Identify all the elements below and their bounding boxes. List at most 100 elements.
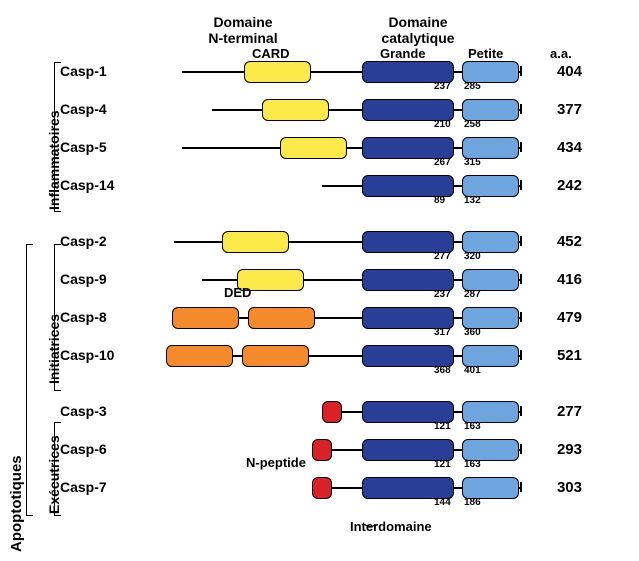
aa-count: 416 bbox=[522, 271, 582, 288]
header-nterm: Domaine N-terminal bbox=[158, 14, 328, 46]
caspase-name: Casp-14 bbox=[60, 177, 152, 193]
large-subunit bbox=[362, 231, 454, 253]
large-subunit bbox=[362, 307, 454, 329]
caspase-name: Casp-2 bbox=[60, 233, 152, 249]
large-subunit bbox=[362, 269, 454, 291]
large-subunit bbox=[362, 401, 454, 423]
large-subunit bbox=[362, 61, 454, 83]
cleavage-pos-2: 401 bbox=[464, 365, 481, 376]
aa-count: 277 bbox=[522, 403, 582, 420]
bracket-initiator bbox=[54, 244, 61, 391]
structure-track: 368 401 bbox=[152, 336, 522, 374]
small-subunit bbox=[462, 401, 519, 423]
row-casp-4: Casp-4210258377 bbox=[60, 90, 639, 128]
cleavage-pos-2: 186 bbox=[464, 497, 481, 508]
aa-count: 377 bbox=[522, 101, 582, 118]
structure-track: 89 132 bbox=[152, 166, 522, 204]
caspase-name: Casp-6 bbox=[60, 441, 152, 457]
caspase-name: Casp-9 bbox=[60, 271, 152, 287]
sidelabel-apoptotic: Apoptotiques bbox=[8, 455, 25, 552]
card-domain bbox=[222, 231, 289, 253]
large-subunit bbox=[362, 137, 454, 159]
ded-domain bbox=[166, 345, 233, 367]
structure-track: 267315 bbox=[152, 128, 522, 166]
card-domain bbox=[244, 61, 311, 83]
small-subunit bbox=[462, 269, 519, 291]
header-catalytic: Domaine catalytique bbox=[328, 14, 508, 46]
aa-count: 293 bbox=[522, 441, 582, 458]
large-subunit bbox=[362, 99, 454, 121]
bracket-inflammatory bbox=[54, 62, 61, 212]
interdomain-label: Interdomaine bbox=[350, 519, 432, 534]
ded-domain bbox=[242, 345, 309, 367]
petite-label: Petite bbox=[468, 46, 503, 61]
ded-domain bbox=[248, 307, 315, 329]
aa-count: 479 bbox=[522, 309, 582, 326]
npep-domain bbox=[322, 401, 342, 423]
structure-track: 237287 bbox=[152, 260, 522, 298]
caspase-name: Casp-1 bbox=[60, 63, 152, 79]
row-casp-10: Casp-10 368 401 521 bbox=[60, 336, 639, 374]
cleavage-pos-2: 132 bbox=[464, 195, 481, 206]
large-subunit bbox=[362, 345, 454, 367]
ded-label: DED bbox=[224, 285, 251, 300]
small-subunit bbox=[462, 477, 519, 499]
row-casp-14: Casp-14 89 132 242 bbox=[60, 166, 639, 204]
card-label: CARD bbox=[252, 46, 290, 61]
small-subunit bbox=[462, 307, 519, 329]
aa-count: 303 bbox=[522, 479, 582, 496]
column-headers: Domaine N-terminal Domaine catalytique bbox=[60, 14, 639, 46]
structure-track: 277320 bbox=[152, 222, 522, 260]
small-subunit bbox=[462, 61, 519, 83]
small-subunit bbox=[462, 345, 519, 367]
aa-count: 521 bbox=[522, 347, 582, 364]
caspase-name: Casp-8 bbox=[60, 309, 152, 325]
bracket-executor bbox=[54, 422, 61, 516]
cleavage-pos-1: 89 bbox=[434, 195, 445, 206]
caspase-name: Casp-7 bbox=[60, 479, 152, 495]
structure-track: 237285CARDGrandePetitea.a. bbox=[152, 52, 522, 90]
aa-count: 434 bbox=[522, 139, 582, 156]
diagram-body: Apoptotiques Inflammatoires Initiatrices… bbox=[60, 52, 639, 506]
npep-domain bbox=[312, 439, 332, 461]
structure-track: 121163 bbox=[152, 430, 522, 468]
card-domain bbox=[280, 137, 347, 159]
caspase-name: Casp-5 bbox=[60, 139, 152, 155]
row-casp-2: Casp-2277320452 bbox=[60, 222, 639, 260]
ded-domain bbox=[172, 307, 239, 329]
structure-track: 210258 bbox=[152, 90, 522, 128]
caspase-name: Casp-3 bbox=[60, 403, 152, 419]
structure-track: 144186N-peptide bbox=[152, 468, 522, 506]
structure-track: 317360DED bbox=[152, 298, 522, 336]
caspase-name: Casp-10 bbox=[60, 347, 152, 363]
bracket-apoptotic bbox=[26, 244, 33, 516]
small-subunit bbox=[462, 175, 519, 197]
npep-domain bbox=[312, 477, 332, 499]
large-subunit bbox=[362, 175, 454, 197]
row-casp-7: Casp-7144186N-peptide303 bbox=[60, 468, 639, 506]
row-casp-9: Casp-9237287416 bbox=[60, 260, 639, 298]
cleavage-pos-1: 368 bbox=[434, 365, 451, 376]
caspase-diagram: Domaine N-terminal Domaine catalytique A… bbox=[0, 0, 639, 516]
grande-label: Grande bbox=[380, 46, 426, 61]
aa-count: 242 bbox=[522, 177, 582, 194]
row-casp-3: Casp-3121163277 bbox=[60, 392, 639, 430]
structure-track: 121163 bbox=[152, 392, 522, 430]
large-subunit bbox=[362, 477, 454, 499]
small-subunit bbox=[462, 439, 519, 461]
npeptide-label: N-peptide bbox=[246, 455, 306, 470]
caspase-name: Casp-4 bbox=[60, 101, 152, 117]
row-casp-1: Casp-1237285CARDGrandePetitea.a.404 bbox=[60, 52, 639, 90]
aa-count: 404 bbox=[522, 63, 582, 80]
row-casp-6: Casp-6121163293 bbox=[60, 430, 639, 468]
row-casp-8: Casp-8317360DED479 bbox=[60, 298, 639, 336]
aa-label: a.a. bbox=[550, 46, 572, 61]
row-casp-5: Casp-5267315434 bbox=[60, 128, 639, 166]
small-subunit bbox=[462, 137, 519, 159]
aa-count: 452 bbox=[522, 233, 582, 250]
large-subunit bbox=[362, 439, 454, 461]
small-subunit bbox=[462, 99, 519, 121]
cleavage-pos-1: 144 bbox=[434, 497, 451, 508]
small-subunit bbox=[462, 231, 519, 253]
card-domain bbox=[262, 99, 329, 121]
